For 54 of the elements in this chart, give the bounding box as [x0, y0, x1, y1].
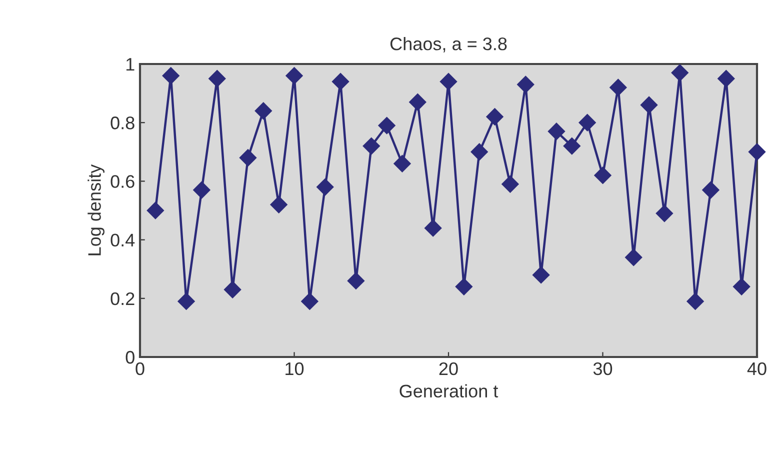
chart-title: Chaos, a = 3.8: [390, 37, 507, 52]
point: [578, 114, 596, 132]
point: [193, 181, 210, 199]
point: [718, 70, 735, 88]
point: [686, 292, 704, 310]
y-tick-label: 0: [126, 350, 134, 364]
point: [394, 155, 411, 172]
point: [362, 137, 380, 155]
point: [640, 96, 658, 114]
point: [239, 149, 257, 166]
point: [332, 73, 350, 90]
x-tick-label: 10: [286, 362, 304, 376]
x-tick-label: 40: [747, 362, 766, 376]
point: [178, 292, 195, 310]
y-axis-title: Log density: [88, 164, 104, 256]
point: [424, 220, 442, 237]
point: [563, 137, 580, 155]
point: [224, 281, 242, 298]
point: [625, 248, 642, 266]
point: [146, 202, 164, 220]
x-tick-label: 0: [136, 362, 144, 376]
point: [208, 70, 226, 88]
point: [455, 278, 472, 296]
point: [316, 178, 334, 196]
point: [748, 143, 766, 160]
y-tick-label: 1: [126, 58, 134, 71]
point: [594, 166, 612, 184]
y-tick-label: 0.8: [110, 116, 134, 130]
point: [502, 176, 519, 193]
point: [470, 143, 488, 160]
point: [270, 196, 288, 214]
point: [656, 204, 673, 222]
point: [254, 102, 272, 120]
point: [610, 78, 627, 96]
point: [301, 292, 318, 310]
y-tick-label: 0.2: [110, 292, 134, 306]
point: [702, 181, 720, 199]
point: [733, 278, 750, 296]
point: [347, 272, 364, 290]
point: [486, 108, 504, 126]
point: [286, 67, 303, 84]
point: [409, 94, 426, 111]
point: [671, 64, 688, 82]
point: [378, 116, 396, 134]
y-tick-label: 0.6: [110, 175, 134, 188]
y-tick-label: 0.4: [110, 234, 135, 247]
point: [440, 73, 458, 90]
point: [162, 67, 180, 84]
x-tick-label: 30: [593, 362, 612, 376]
x-tick-label: 20: [439, 362, 458, 376]
point: [548, 122, 566, 140]
point: [532, 266, 550, 284]
x-axis-title: Generation t: [400, 384, 498, 398]
point: [517, 76, 534, 94]
